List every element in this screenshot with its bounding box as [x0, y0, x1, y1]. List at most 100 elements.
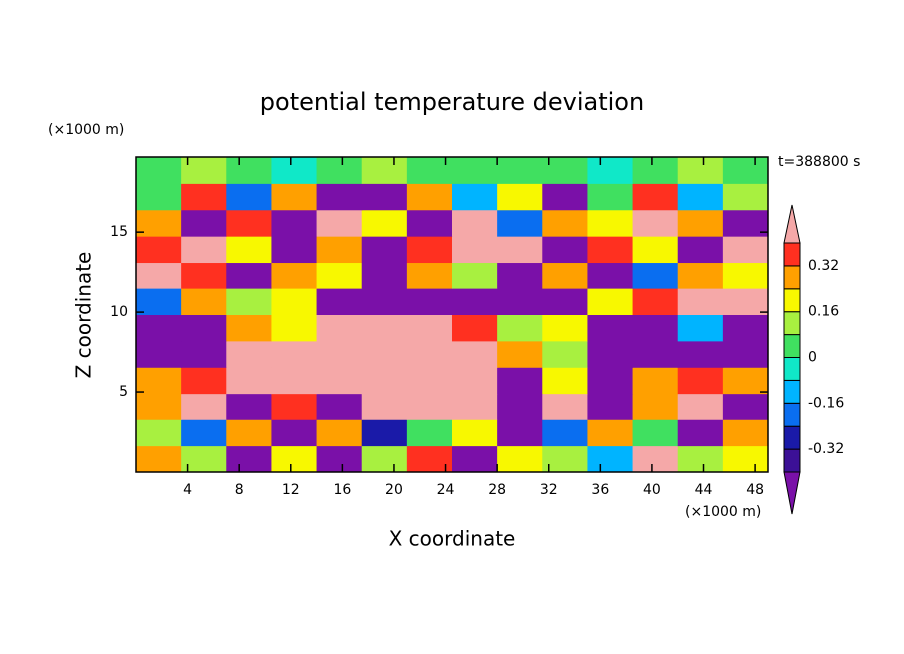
contour-cell: [587, 445, 634, 473]
contour-cell: [271, 262, 318, 289]
x-tick-label: 20: [385, 482, 403, 498]
contour-cell: [542, 262, 588, 289]
contour-cell: [722, 314, 769, 342]
contour-cell: [542, 419, 588, 447]
contour-cell: [316, 157, 363, 184]
contour-cell: [271, 445, 318, 473]
contour-cell: [632, 262, 679, 289]
colorbar-high: [783, 204, 801, 244]
contour-cell: [271, 183, 318, 211]
contour-cell: [361, 209, 408, 237]
contour-cell: [542, 209, 588, 237]
contour-cell: [136, 393, 182, 420]
contour-cell: [226, 183, 272, 211]
contour-cell: [226, 445, 272, 473]
contour-cell: [226, 288, 272, 315]
colorbar-band: [783, 311, 801, 336]
contour-cell: [361, 236, 408, 264]
contour-cell: [452, 340, 498, 368]
contour-cell: [452, 157, 498, 184]
contour-cell: [722, 419, 769, 447]
contour-cell: [677, 445, 724, 473]
contour-cell: [271, 367, 318, 395]
contour-cell: [497, 157, 543, 184]
contour-cell: [587, 183, 634, 211]
contour-cell: [722, 183, 769, 211]
colorbar-band: [783, 425, 801, 450]
y-tick-label: 10: [110, 304, 128, 320]
contour-cell: [722, 262, 769, 289]
x-tick-label: 32: [540, 482, 558, 498]
contour-cell: [632, 419, 679, 447]
contour-cell: [226, 209, 272, 237]
contour-cell: [497, 367, 543, 395]
contour-cell: [136, 445, 182, 473]
contour-cell: [677, 367, 724, 395]
contour-cell: [632, 183, 679, 211]
x-tick-label: 24: [437, 482, 455, 498]
contour-cell: [361, 183, 408, 211]
contour-cell: [677, 340, 724, 368]
contour-cell: [271, 288, 318, 315]
contour-cell: [181, 236, 227, 264]
colorbar-tick-label: -0.32: [808, 441, 844, 457]
contour-cell: [497, 340, 543, 368]
contour-cell: [542, 393, 588, 420]
contour-cell: [406, 314, 453, 342]
contour-cell: [226, 367, 272, 395]
contour-cell: [181, 157, 227, 184]
contour-cell: [632, 157, 679, 184]
contour-cell: [181, 367, 227, 395]
contour-cell: [497, 236, 543, 264]
colorbar-band: [783, 288, 801, 313]
contour-cell: [632, 445, 679, 473]
contour-cell: [587, 288, 634, 315]
contour-cell: [677, 209, 724, 237]
contour-cell: [136, 183, 182, 211]
contour-cell: [136, 157, 182, 184]
contour-cell: [271, 393, 318, 420]
contour-cell: [497, 445, 543, 473]
contour-cell: [452, 314, 498, 342]
contour-cell: [406, 183, 453, 211]
contour-cell: [452, 393, 498, 420]
contour-cell: [497, 393, 543, 420]
contour-cell: [361, 393, 408, 420]
contour-cell: [361, 288, 408, 315]
contour-cell: [452, 288, 498, 315]
contour-cell: [226, 340, 272, 368]
contour-cell: [722, 367, 769, 395]
contour-cell: [181, 209, 227, 237]
contour-cell: [181, 183, 227, 211]
contour-cell: [722, 236, 769, 264]
contour-cell: [316, 288, 363, 315]
contour-cell: [316, 183, 363, 211]
contour-cell: [587, 236, 634, 264]
y-axis-label: Z coordinate: [72, 252, 96, 379]
contour-cell: [497, 419, 543, 447]
contour-cell: [271, 157, 318, 184]
y-tick-label: 5: [119, 384, 128, 400]
contour-cell: [497, 262, 543, 289]
contour-cell: [361, 419, 408, 447]
y-tick-label: 15: [110, 224, 128, 240]
contour-cell: [632, 288, 679, 315]
contour-cell: [181, 419, 227, 447]
contour-cell: [136, 262, 182, 289]
contour-cell: [136, 288, 182, 315]
contour-cell: [316, 445, 363, 473]
colorbar-band: [783, 242, 801, 267]
contour-cell: [316, 314, 363, 342]
contour-cell: [181, 288, 227, 315]
contour-cell: [181, 445, 227, 473]
contour-cell: [452, 445, 498, 473]
contour-cell: [452, 236, 498, 264]
contour-cell: [136, 367, 182, 395]
contour-cell: [452, 367, 498, 395]
contour-cell: [677, 262, 724, 289]
colorbar-band: [783, 357, 801, 381]
overlay: 4 8 12 16 20 24 28 32 36 40 44 4851015-0.32-0.1600.…: [110, 156, 844, 515]
contour-cell: [361, 314, 408, 342]
contour-cell: [497, 183, 543, 211]
contour-cell: [677, 419, 724, 447]
